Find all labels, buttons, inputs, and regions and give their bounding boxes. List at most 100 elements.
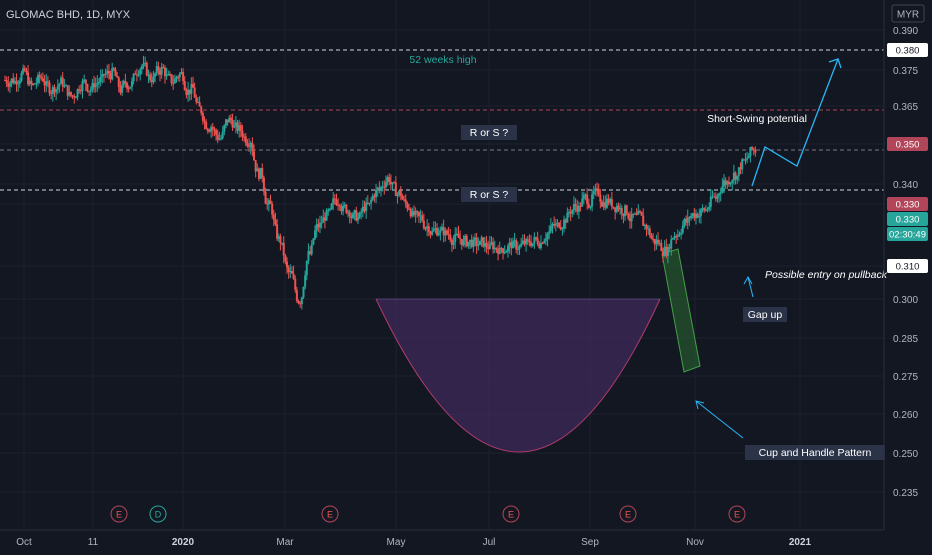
candle-body — [314, 230, 317, 239]
candle-body — [256, 168, 259, 172]
price-tick-label: 0.340 — [893, 180, 918, 191]
candle-body — [487, 247, 490, 249]
candle-body — [61, 77, 64, 87]
candle-body — [642, 215, 645, 226]
candle-body — [693, 213, 696, 219]
price-tick-label: 0.365 — [893, 102, 918, 113]
currency-badge[interactable]: MYR — [891, 4, 925, 23]
candle-body — [564, 219, 567, 223]
candle-body — [159, 70, 162, 75]
candle-body — [368, 202, 371, 204]
price-badge-label: 0.350 — [896, 140, 920, 151]
candle-body — [35, 82, 38, 84]
candle-body — [371, 195, 374, 200]
candle-body — [663, 246, 666, 257]
candle-body — [670, 239, 673, 249]
candle-body — [295, 289, 298, 301]
candle-body — [254, 160, 257, 172]
candle-body — [84, 79, 87, 85]
event-marker[interactable]: E — [321, 505, 339, 523]
candle-body — [353, 210, 356, 214]
candle-body — [145, 62, 148, 76]
candle-body — [714, 196, 717, 199]
candle-body — [406, 203, 409, 209]
candle-body — [46, 81, 49, 83]
candle-body — [276, 224, 279, 239]
candle-body — [457, 233, 460, 238]
event-marker[interactable]: D — [149, 505, 167, 523]
candle-body — [56, 86, 59, 90]
annotation-text: Gap up — [748, 309, 783, 321]
candle-body — [289, 270, 292, 273]
candle-body — [477, 244, 480, 246]
candle-body — [104, 73, 107, 75]
candle-body — [337, 204, 340, 206]
candle-body — [521, 240, 524, 244]
candle-body — [106, 70, 109, 74]
horizontal-levels — [0, 49, 884, 191]
price-badge: 02:30:49 — [887, 227, 928, 241]
candle-body — [94, 84, 97, 88]
candle-body — [330, 203, 333, 209]
candle-body — [218, 138, 221, 140]
candle-body — [361, 206, 364, 212]
candle-body — [239, 125, 242, 132]
time-axis[interactable]: Oct 11 2020 Mar May Jul Sep Nov 2021 — [16, 537, 811, 548]
candle-body — [135, 74, 138, 76]
candle-body — [74, 97, 77, 99]
candle-body — [543, 240, 546, 244]
candle-body — [228, 117, 231, 123]
annotations-layer: 52 weeks high R or S ? R or S ? Short-Swing… — [409, 54, 888, 460]
candle-body — [690, 216, 693, 218]
price-badge: 0.330 — [887, 197, 928, 211]
candle-body — [688, 217, 691, 219]
candle-body — [351, 213, 354, 219]
candle-body — [208, 131, 211, 133]
candle-body — [251, 143, 254, 152]
candle-body — [175, 76, 178, 79]
candle-body — [568, 211, 570, 213]
event-marker[interactable]: E — [728, 505, 746, 523]
candle-body — [416, 211, 419, 213]
candle-body — [200, 106, 203, 114]
price-badge-bg — [887, 259, 928, 273]
candle-body — [343, 204, 346, 206]
candle-body — [50, 93, 53, 95]
candle-body — [383, 186, 386, 188]
event-marker[interactable]: E — [502, 505, 520, 523]
candle-body — [452, 241, 455, 245]
candle-body — [632, 213, 635, 215]
candle-body — [89, 89, 92, 92]
candle-body — [744, 159, 747, 161]
price-badge-label: 0.380 — [896, 46, 920, 57]
candle-body — [629, 218, 632, 222]
candle-body — [414, 211, 417, 215]
event-marker-ring — [728, 505, 746, 523]
candle-body — [91, 83, 94, 90]
candle-body — [530, 242, 533, 246]
candle-body — [647, 228, 650, 230]
candle-body — [747, 156, 750, 159]
candle-body — [262, 177, 265, 192]
candle-body — [253, 151, 256, 161]
candle-body — [122, 80, 125, 86]
candle-body — [40, 77, 43, 79]
candle-body — [345, 204, 348, 213]
price-badge-bg — [887, 197, 928, 211]
candle-body — [328, 208, 331, 210]
candle-body — [701, 208, 704, 210]
candle-body — [244, 136, 247, 144]
event-marker[interactable]: E — [619, 505, 637, 523]
event-marker[interactable]: E — [110, 505, 128, 523]
candle-body — [637, 211, 640, 215]
candle-body — [485, 242, 488, 248]
cup-pointer — [695, 400, 744, 439]
candle-body — [444, 230, 447, 236]
candle-body — [732, 172, 735, 181]
candle-body — [18, 80, 21, 84]
candle-body — [325, 210, 328, 221]
candle-body — [154, 73, 157, 77]
